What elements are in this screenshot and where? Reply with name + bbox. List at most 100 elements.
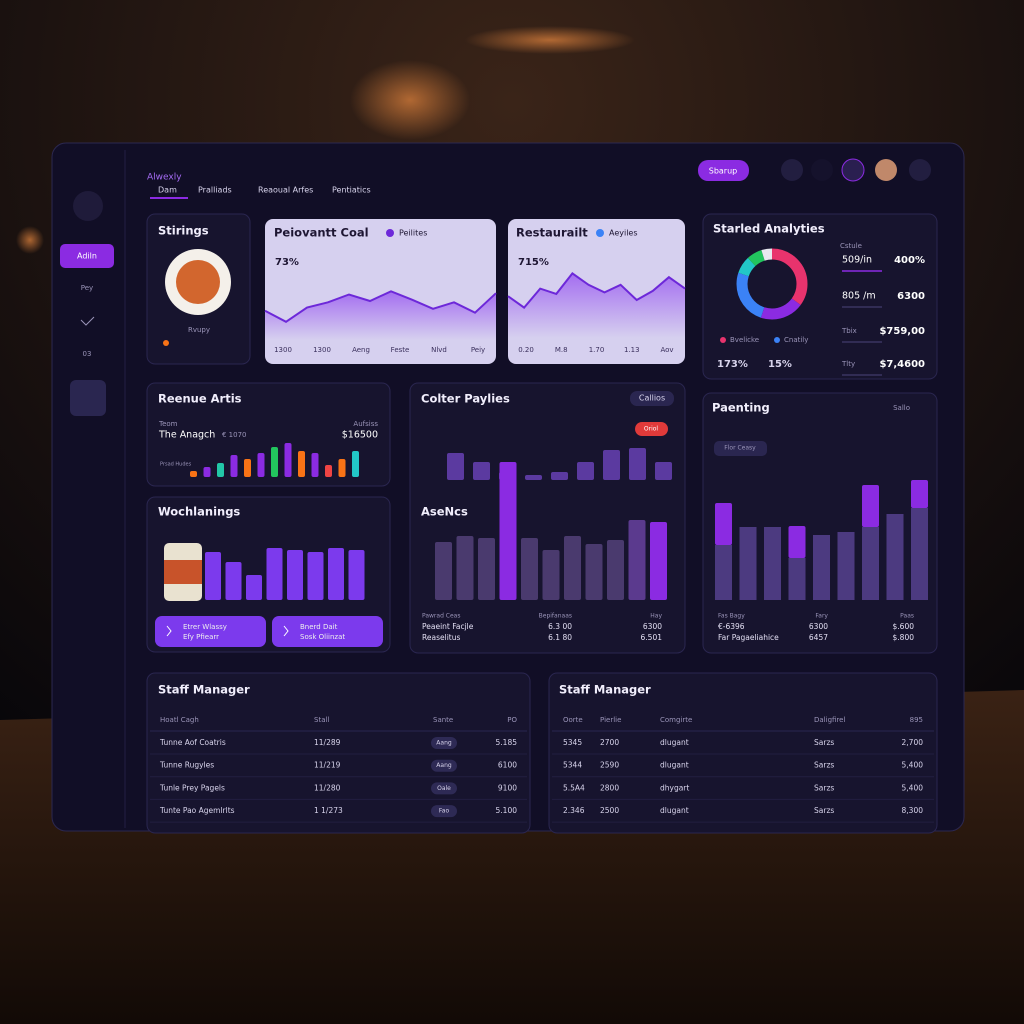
cell: 2800 [600, 783, 619, 792]
footer-cell: 6300 [643, 622, 662, 631]
chip-label[interactable]: Callios [639, 394, 665, 403]
chevron [166, 625, 172, 637]
legend-dot [720, 337, 726, 343]
avatar[interactable] [875, 159, 897, 181]
donut-segment [736, 248, 808, 320]
nav-active[interactable] [60, 244, 114, 268]
x-tick-label: Aeng [352, 346, 370, 354]
tab[interactable]: Pentiatics [332, 186, 371, 195]
cell: 2,700 [902, 738, 924, 747]
tab[interactable]: Reaoual Arfes [258, 186, 313, 195]
bar [244, 459, 251, 477]
label: Teom [158, 420, 178, 428]
nav-item[interactable]: 03 [83, 350, 92, 358]
nav-item[interactable]: Pey [81, 284, 93, 292]
bar [521, 538, 538, 600]
bar [813, 535, 830, 600]
donut-segment [736, 248, 808, 320]
bar [352, 451, 359, 477]
icon[interactable] [909, 159, 931, 181]
card-title: Stirings [158, 224, 209, 238]
legend-dot [774, 337, 780, 343]
x-tick-label: 1300 [313, 346, 331, 354]
cell: 5,400 [902, 761, 924, 770]
bar [911, 480, 928, 508]
nav-icon[interactable] [70, 380, 106, 416]
footer-cell: Peaeint Facjle [422, 622, 474, 631]
cell: 11/289 [314, 738, 341, 747]
cell: Fao [439, 808, 450, 815]
bar [499, 462, 517, 600]
value: 73% [275, 257, 299, 268]
column-header: Stall [314, 716, 329, 724]
card-title: Paenting [712, 401, 770, 415]
status-chip [431, 782, 457, 795]
logo[interactable] [73, 191, 103, 221]
footer-cell: €-6396 [718, 622, 745, 631]
nav-icon[interactable] [80, 316, 95, 326]
cell: 2.346 [563, 806, 585, 815]
x-tick-label: M.8 [555, 346, 568, 354]
bar [603, 450, 620, 480]
button[interactable] [155, 616, 266, 647]
button[interactable] [272, 616, 383, 647]
cell: Tunle Prey Pagels [159, 783, 225, 792]
chip-label[interactable]: Flor Ceasy [724, 445, 756, 452]
bar [715, 503, 732, 545]
label: The Anagch [158, 430, 215, 441]
chip[interactable] [630, 391, 674, 406]
bar [473, 462, 490, 480]
icon[interactable] [811, 159, 833, 181]
bar [456, 536, 474, 600]
lamp [465, 26, 635, 54]
icon[interactable] [781, 159, 803, 181]
cell: Sarzs [814, 783, 834, 792]
jar-label [164, 560, 202, 584]
icon [163, 340, 169, 346]
footer-cell: Far Pagaeliahice [718, 633, 779, 642]
cell: 11/219 [314, 761, 341, 770]
bar [862, 527, 879, 600]
bar [435, 542, 452, 600]
bar [338, 459, 346, 477]
nav-item[interactable]: Adiln [77, 252, 97, 261]
column-header: PO [507, 716, 517, 724]
tab[interactable]: Pralliads [198, 186, 232, 195]
line [264, 290, 497, 323]
stat: 173% [717, 359, 748, 370]
tab[interactable]: Dam [158, 186, 177, 195]
cell: Tunne Rugyles [159, 761, 214, 770]
cell: 6100 [498, 761, 517, 770]
bar [225, 562, 242, 600]
cell: Oale [437, 785, 451, 792]
cell: 8,300 [902, 806, 924, 815]
bar [348, 550, 365, 600]
button-label[interactable]: Sbarup [709, 167, 738, 176]
status-chip [431, 737, 457, 749]
footer-cell: Reaselitus [422, 633, 460, 642]
amount: € 1070 [222, 431, 247, 439]
cell: 5.5A4 [563, 783, 585, 792]
cell: 5345 [563, 738, 582, 747]
bar [190, 471, 197, 477]
bar [564, 536, 581, 600]
icon[interactable] [841, 158, 865, 182]
card-title: Peiovantt Coal [274, 226, 369, 240]
card-title: Wochlanings [158, 505, 240, 519]
footer-cell: 6457 [809, 633, 828, 642]
filter[interactable]: Sallo [893, 404, 910, 412]
cell: 5344 [563, 761, 582, 770]
app-title: Alwexly [147, 173, 182, 183]
bar [284, 443, 292, 477]
button[interactable] [698, 160, 749, 181]
card-title: Staff Manager [158, 683, 250, 697]
area [508, 273, 685, 338]
card-title: Reenue Artis [158, 392, 242, 406]
bar [650, 522, 667, 600]
x-tick-label: 0.20 [518, 346, 534, 354]
chip[interactable] [714, 441, 767, 456]
footer-cell: 6.501 [641, 633, 663, 642]
column-header: Oorte [563, 716, 583, 724]
bar [655, 462, 672, 480]
bar [607, 540, 624, 600]
